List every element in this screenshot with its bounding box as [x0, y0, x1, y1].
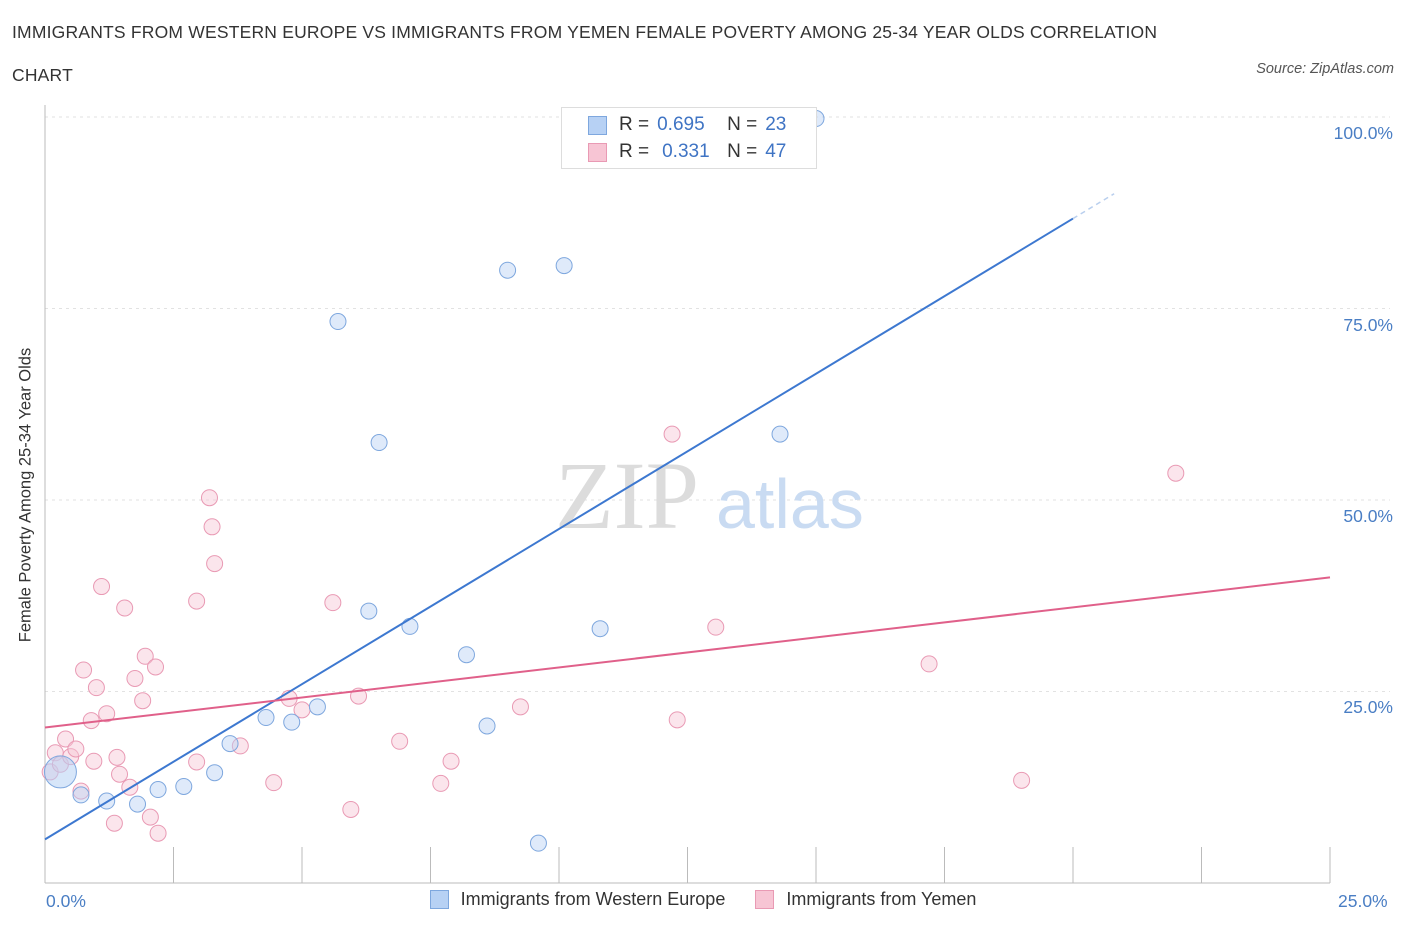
- data-point: [57, 730, 75, 748]
- grid-lines: [45, 116, 1390, 692]
- data-point: [342, 800, 360, 818]
- data-point: [329, 313, 347, 331]
- y-axis-label: Female Poverty Among 25-34 Year Olds: [16, 347, 35, 643]
- legend-n-value: 47: [765, 141, 787, 162]
- western-europe-points: [43, 110, 825, 852]
- legend-label-yemen: Immigrants from Yemen: [786, 889, 977, 909]
- x-tick-25: 25.0%: [1338, 891, 1388, 911]
- data-point: [188, 592, 206, 610]
- data-point: [203, 518, 221, 536]
- x-tick-0: 0.0%: [46, 891, 86, 911]
- data-point: [105, 814, 123, 832]
- data-point: [85, 752, 103, 770]
- legend-swatch-blue: [429, 890, 449, 909]
- legend-n-label: N =: [727, 141, 758, 162]
- axes: [44, 105, 1331, 884]
- legend-r-label: R =: [619, 141, 650, 162]
- data-point: [147, 658, 165, 676]
- data-point: [175, 777, 193, 795]
- legend-swatch-pink: [755, 890, 775, 909]
- y-tick-100: 100.0%: [1333, 123, 1393, 143]
- data-point: [668, 711, 686, 729]
- watermark-atlas: atlas: [716, 465, 864, 543]
- data-point: [707, 618, 725, 636]
- trend-line-yemen: [44, 576, 1331, 729]
- legend-r-label: R =: [619, 114, 650, 135]
- yemen-points: [41, 425, 1185, 842]
- legend-n-value: 23: [765, 114, 787, 135]
- data-point: [511, 698, 529, 716]
- y-tick-50: 50.0%: [1343, 506, 1393, 526]
- data-point: [116, 599, 134, 617]
- data-point: [141, 808, 159, 826]
- data-point: [111, 765, 129, 783]
- trend-line-western-europe: [44, 217, 1074, 841]
- legend-swatch-pink: [588, 142, 607, 162]
- data-point: [499, 261, 517, 279]
- data-point: [1013, 771, 1031, 789]
- data-point: [129, 795, 147, 813]
- data-point: [478, 717, 496, 735]
- chart-title: IMMIGRANTS FROM WESTERN EUROPE VS IMMIGR…: [12, 20, 1242, 88]
- legend-row-yemen: R = 0.331 N = 47: [588, 141, 786, 163]
- trend-line-western-europe-extension: [1072, 193, 1115, 220]
- data-point: [206, 764, 224, 782]
- chart-title-line1: IMMIGRANTS FROM WESTERN EUROPE VS IMMIGR…: [12, 22, 1158, 42]
- data-point: [72, 782, 90, 800]
- correlation-legend: R = 0.695 N = 23 R = 0.331 N = 47: [561, 107, 817, 169]
- data-point: [257, 709, 275, 727]
- source-label: Source: ZipAtlas.com: [1256, 61, 1394, 77]
- data-point: [136, 647, 154, 665]
- data-point: [231, 737, 249, 755]
- data-point: [206, 555, 224, 573]
- data-point: [360, 602, 378, 620]
- data-point: [98, 705, 116, 723]
- legend-item-western-europe[interactable]: Immigrants from Western Europe: [429, 889, 726, 910]
- data-point: [324, 594, 342, 612]
- data-point: [432, 774, 450, 792]
- legend-n-label: N =: [727, 114, 758, 135]
- data-point: [134, 692, 152, 710]
- data-point: [75, 661, 93, 679]
- data-point: [72, 786, 90, 804]
- data-point: [391, 732, 409, 750]
- data-point: [188, 753, 206, 771]
- data-point: [529, 834, 547, 852]
- data-point: [93, 578, 111, 596]
- legend-r-value: 0.695: [657, 114, 705, 135]
- data-point: [43, 755, 77, 789]
- chart-title-line2: CHART: [12, 65, 73, 85]
- legend-item-yemen[interactable]: Immigrants from Yemen: [755, 889, 976, 910]
- legend-swatch-blue: [588, 115, 607, 135]
- data-point: [401, 617, 419, 635]
- data-point: [663, 425, 681, 443]
- data-point: [149, 824, 167, 842]
- y-tick-75: 75.0%: [1343, 315, 1393, 335]
- data-point: [457, 646, 475, 664]
- data-point: [308, 698, 326, 716]
- data-point: [149, 781, 167, 799]
- data-point: [221, 735, 239, 753]
- trend-lines: [44, 193, 1331, 841]
- data-point: [1167, 464, 1185, 482]
- data-point: [442, 752, 460, 770]
- legend-row-western-europe: R = 0.695 N = 23: [588, 114, 786, 136]
- data-point: [555, 257, 573, 275]
- series-legend: Immigrants from Western Europe Immigrant…: [0, 889, 1406, 910]
- data-point: [126, 669, 144, 687]
- data-point: [283, 713, 301, 731]
- data-point: [108, 748, 126, 766]
- legend-label-western-europe: Immigrants from Western Europe: [460, 889, 726, 909]
- data-point: [200, 489, 218, 507]
- data-point: [370, 434, 388, 452]
- data-point: [591, 620, 609, 638]
- legend-r-value: 0.331: [662, 141, 710, 162]
- data-point: [920, 655, 938, 673]
- y-tick-25: 25.0%: [1343, 697, 1393, 717]
- data-point: [87, 679, 105, 697]
- data-point: [67, 740, 85, 758]
- data-point: [771, 425, 789, 443]
- data-point: [265, 774, 283, 792]
